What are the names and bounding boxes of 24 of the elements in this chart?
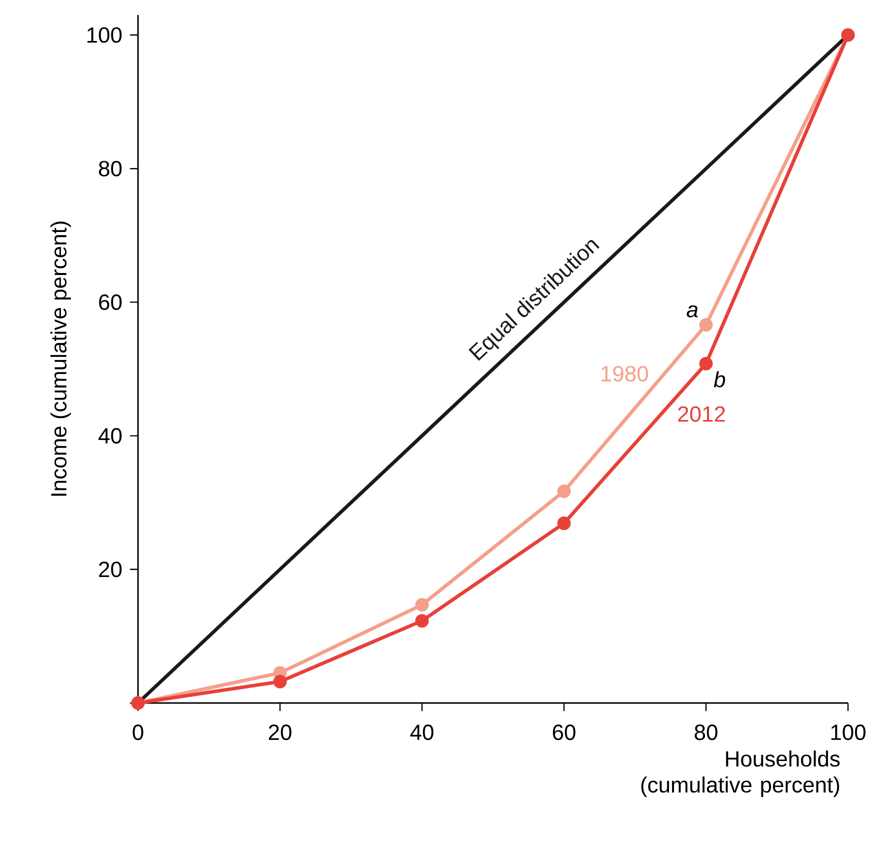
- point: [557, 484, 571, 498]
- point: [415, 598, 429, 612]
- x-tick-label: 100: [831, 724, 866, 740]
- y-tick-label: 100: [87, 27, 122, 43]
- y-axis-title: Income (cumulative percent): [50, 222, 71, 496]
- x-tick-label: 20: [268, 724, 292, 740]
- annotation: a: [686, 305, 698, 318]
- point: [273, 674, 287, 688]
- point: [699, 318, 713, 332]
- x-tick-label: 0: [132, 724, 144, 740]
- point: [699, 356, 713, 370]
- x-tick-label: 40: [410, 724, 434, 740]
- x-axis-title: Households (cumulative percent): [641, 750, 840, 798]
- series-label: 2012: [678, 406, 725, 422]
- x-tick-label: 80: [694, 724, 718, 740]
- series-label: 1980: [602, 366, 648, 382]
- x-tick-label: 60: [552, 724, 576, 740]
- point: [557, 516, 571, 530]
- annotation: b: [714, 371, 726, 388]
- y-tick-label: 80: [98, 160, 122, 176]
- y-tick-label: 40: [98, 428, 122, 444]
- point: [415, 614, 429, 628]
- y-tick-label: 20: [99, 562, 122, 578]
- y-tick-label: 60: [99, 294, 122, 310]
